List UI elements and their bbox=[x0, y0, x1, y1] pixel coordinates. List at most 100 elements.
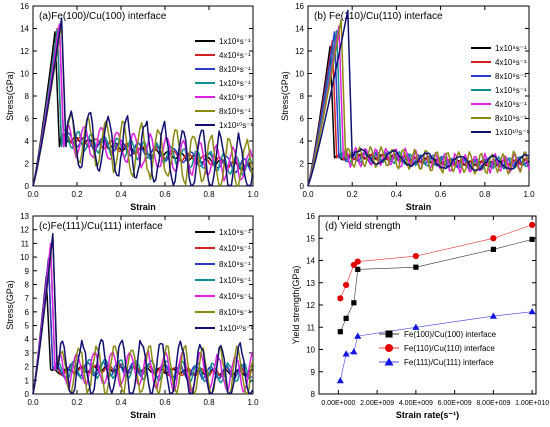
y-tick-label: 8 bbox=[25, 92, 30, 101]
legend-label: 8x10⁹s⁻¹ bbox=[495, 114, 527, 123]
data-point bbox=[490, 246, 496, 252]
legend-label: 4x10⁹s⁻¹ bbox=[495, 100, 527, 109]
y-tick-label: 0 bbox=[25, 182, 30, 191]
legend-label: Fe(111)/Cu(111) interface bbox=[404, 358, 494, 367]
data-point bbox=[385, 330, 393, 338]
data-point bbox=[336, 377, 344, 384]
data-point bbox=[354, 258, 361, 265]
legend-label: 1x10¹⁰s⁻¹ bbox=[219, 324, 253, 333]
y-axis-label: Stress(GPa) bbox=[280, 71, 290, 121]
y-tick-label: 15 bbox=[306, 234, 315, 243]
legend-label: 1x10⁸s⁻¹ bbox=[495, 44, 527, 53]
legend-label: 1x10⁹s⁻¹ bbox=[219, 79, 251, 88]
legend-label: 4x10⁹s⁻¹ bbox=[219, 292, 251, 301]
y-tick-label: 1 bbox=[25, 376, 30, 385]
y-tick-label: 16 bbox=[20, 2, 29, 11]
y-tick-label: 11 bbox=[21, 239, 30, 248]
x-axis-label: Strain bbox=[130, 410, 156, 420]
legend-label: 8x10⁹s⁻¹ bbox=[219, 308, 251, 317]
x-tick-label: 0.8 bbox=[203, 398, 215, 407]
series-line bbox=[32, 233, 254, 395]
data-point bbox=[337, 295, 344, 302]
x-tick-label: 1.0 bbox=[247, 190, 259, 199]
y-tick-label: 10 bbox=[295, 70, 304, 79]
panel-title: (b) Fe(110)/Cu(110) interface bbox=[314, 11, 443, 22]
y-tick-label: 12 bbox=[295, 47, 304, 56]
data-point bbox=[412, 323, 420, 330]
x-tick-label: 0.4 bbox=[115, 190, 127, 199]
plot-area: 0.0 0.2 0.4 0.6 0.8 1.0 0 2 4 6 8 10 12 14 16 Strain Str… bbox=[5, 2, 259, 212]
legend-label: 1x10⁸s⁻¹ bbox=[219, 228, 251, 237]
data-point bbox=[528, 308, 536, 315]
data-point bbox=[355, 266, 361, 272]
x-tick-label: 0.8 bbox=[479, 190, 491, 199]
plot-area: 0.0 0.2 0.4 0.6 0.8 1.0012345678910111213Stra… bbox=[5, 212, 259, 420]
x-tick-label: 0.2 bbox=[71, 398, 83, 407]
x-tick-label: 0.4 bbox=[391, 190, 403, 199]
data-point bbox=[337, 329, 343, 335]
y-tick-label: 6 bbox=[25, 115, 30, 124]
y-tick-label: 10 bbox=[306, 346, 315, 355]
legend-label: 1x10⁹s⁻¹ bbox=[495, 86, 527, 95]
y-tick-label: 12 bbox=[20, 226, 29, 235]
x-tick-label: 1.0 bbox=[247, 398, 259, 407]
x-tick-label: 0.4 bbox=[115, 398, 127, 407]
y-tick-label: 4 bbox=[25, 137, 30, 146]
y-tick-label: 7 bbox=[25, 294, 30, 303]
x-tick-label: 1.0 bbox=[523, 190, 535, 199]
data-point bbox=[385, 344, 393, 352]
x-tick-label: 4.00E+009 bbox=[399, 400, 433, 407]
data-point bbox=[489, 312, 497, 319]
series-line bbox=[340, 239, 533, 332]
y-tick-label: 8 bbox=[311, 390, 316, 399]
x-tick-label: 0.2 bbox=[71, 190, 83, 199]
y-tick-label: 0 bbox=[25, 390, 30, 399]
y-tick-label: 3 bbox=[25, 349, 30, 358]
y-tick-label: 6 bbox=[300, 115, 305, 124]
y-tick-label: 14 bbox=[306, 257, 315, 266]
y-tick-label: 8 bbox=[300, 92, 305, 101]
legend-label: 1x10¹⁰s⁻¹ bbox=[219, 121, 253, 130]
panel-title: (d) Yield strength bbox=[325, 221, 401, 232]
panel-title: (c)Fe(111)/Cu(111) interface bbox=[39, 221, 163, 232]
y-axis-label: Stress(GPa) bbox=[5, 71, 15, 121]
legend-label: Fe(100)/Cu(100) interface bbox=[404, 330, 497, 339]
y-axis-label: Stress(GPa) bbox=[5, 280, 15, 330]
data-point bbox=[529, 236, 535, 242]
legend-label: 1x10⁹s⁻¹ bbox=[219, 276, 251, 285]
series-line bbox=[32, 22, 254, 187]
plot-area: 0.0 0.2 0.4 0.6 0.8 1.0 0 2 4 6 8 10 12 14 16 Strain Str… bbox=[280, 2, 535, 212]
data-point bbox=[343, 315, 349, 321]
y-axis-label: Yield strength(GPa) bbox=[291, 266, 301, 345]
y-tick-label: 13 bbox=[20, 212, 29, 221]
y-tick-label: 14 bbox=[295, 25, 304, 34]
plot-frame bbox=[32, 215, 254, 395]
x-tick-label: 2.00E+009 bbox=[360, 400, 394, 407]
legend-label: 1x10⁸s⁻¹ bbox=[219, 37, 251, 46]
data-point bbox=[350, 348, 358, 355]
x-tick-label: 0.0 bbox=[27, 190, 39, 199]
y-tick-label: 9 bbox=[311, 368, 316, 377]
data-point bbox=[354, 332, 362, 339]
x-axis-label: Strain bbox=[406, 202, 432, 212]
x-tick-label: 0.6 bbox=[159, 190, 171, 199]
plot-area: 0.00E+000 2.00E+009 4.00E+009 6.00E+009 8.00… bbox=[291, 212, 549, 420]
series-line bbox=[32, 17, 254, 187]
y-tick-label: 0 bbox=[300, 182, 305, 191]
y-tick-label: 4 bbox=[25, 335, 30, 344]
x-tick-label: 0.8 bbox=[203, 190, 215, 199]
x-tick-label: 6.00E+009 bbox=[438, 400, 472, 407]
y-tick-label: 2 bbox=[300, 160, 305, 169]
x-tick-label: 8.00E+009 bbox=[476, 400, 510, 407]
legend-label: 4x10⁸s⁻¹ bbox=[219, 244, 251, 253]
x-tick-label: 0.0 bbox=[27, 398, 39, 407]
legend-label: 1x10¹⁰s⁻¹ bbox=[495, 128, 529, 137]
y-tick-label: 4 bbox=[300, 137, 305, 146]
y-tick-label: 2 bbox=[25, 160, 30, 169]
legend-label: 8x10⁹s⁻¹ bbox=[219, 107, 251, 116]
x-axis-label: Strain rate(s⁻¹) bbox=[396, 410, 459, 420]
legend-label: Fe(110)/Cu(110) interface bbox=[404, 344, 495, 353]
legend: Fe(100)/Cu(100) interface Fe(110)/Cu(110)… bbox=[379, 330, 497, 367]
legend-label: 8x10⁸s⁻¹ bbox=[495, 72, 527, 81]
y-tick-label: 10 bbox=[20, 253, 29, 262]
